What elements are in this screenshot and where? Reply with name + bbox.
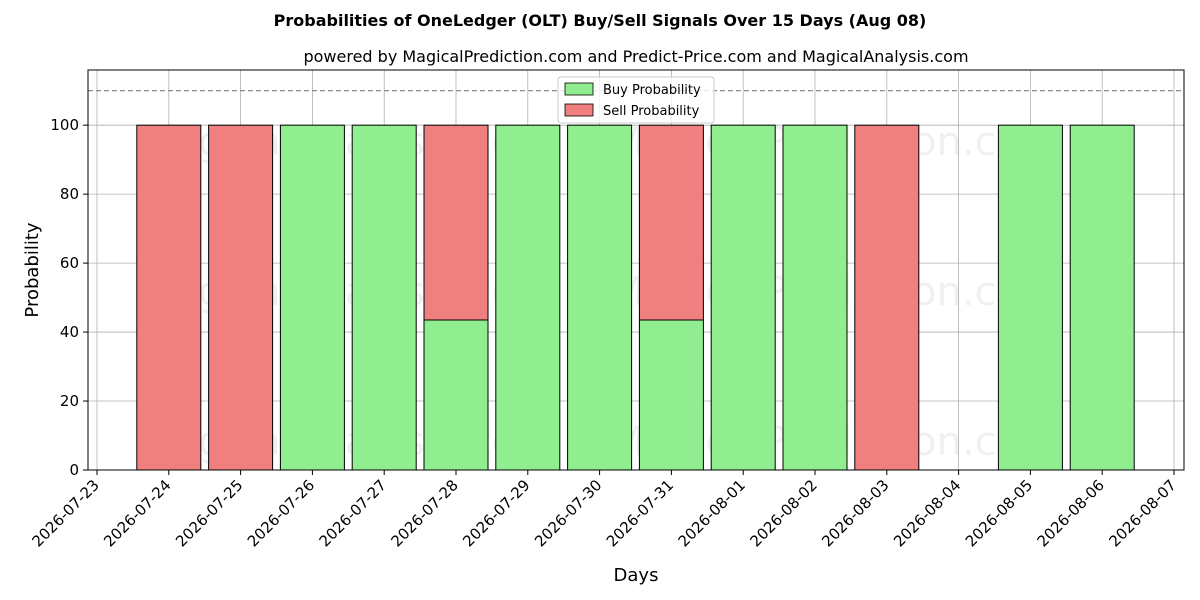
bar-sell [854, 124, 920, 471]
y-axis-label: Probability [22, 222, 43, 317]
y-axis-ticks: 0 20 40 60 80 100 [50, 116, 88, 479]
bar-buy [997, 124, 1063, 471]
bar-buy [423, 319, 489, 471]
bar-sell [208, 124, 274, 471]
legend-label-buy: Buy Probability [603, 83, 701, 98]
bars [136, 124, 1135, 471]
watermark: MagicalAnalysis.com [139, 119, 555, 165]
bar-buy [279, 124, 345, 471]
y-tick-label: 0 [69, 461, 79, 479]
bar-buy [638, 319, 704, 471]
bar-buy [782, 124, 848, 471]
bar-buy [495, 124, 561, 471]
bar-buy [351, 124, 417, 471]
watermark: MagicalAnalysis.com [139, 269, 555, 315]
legend-swatch-buy [564, 82, 594, 96]
y-tick-label: 40 [60, 323, 79, 341]
legend: Buy Probability Sell Probability [557, 76, 715, 124]
bar-sell [423, 124, 489, 321]
plot-frame [87, 69, 1185, 471]
bar-buy [1069, 124, 1135, 471]
bar-buy [710, 124, 776, 471]
bar-sell [638, 124, 704, 321]
y-tick-label: 60 [60, 254, 79, 272]
y-tick-label: 100 [50, 116, 79, 134]
chart-subtitle: powered by MagicalPrediction.com and Pre… [303, 47, 968, 66]
y-tick-label: 80 [60, 185, 79, 203]
legend-swatch-sell [564, 103, 594, 117]
bar-buy [567, 124, 633, 471]
legend-label-sell: Sell Probability [603, 104, 700, 119]
bar-sell [136, 124, 202, 471]
y-tick-label: 20 [60, 392, 79, 410]
watermark: MagicalAnalysis.com [139, 419, 555, 465]
legend-box [557, 76, 715, 124]
x-axis-label: Days [614, 565, 659, 586]
chart-title: Probabilities of OneLedger (OLT) Buy/Sel… [274, 11, 927, 30]
